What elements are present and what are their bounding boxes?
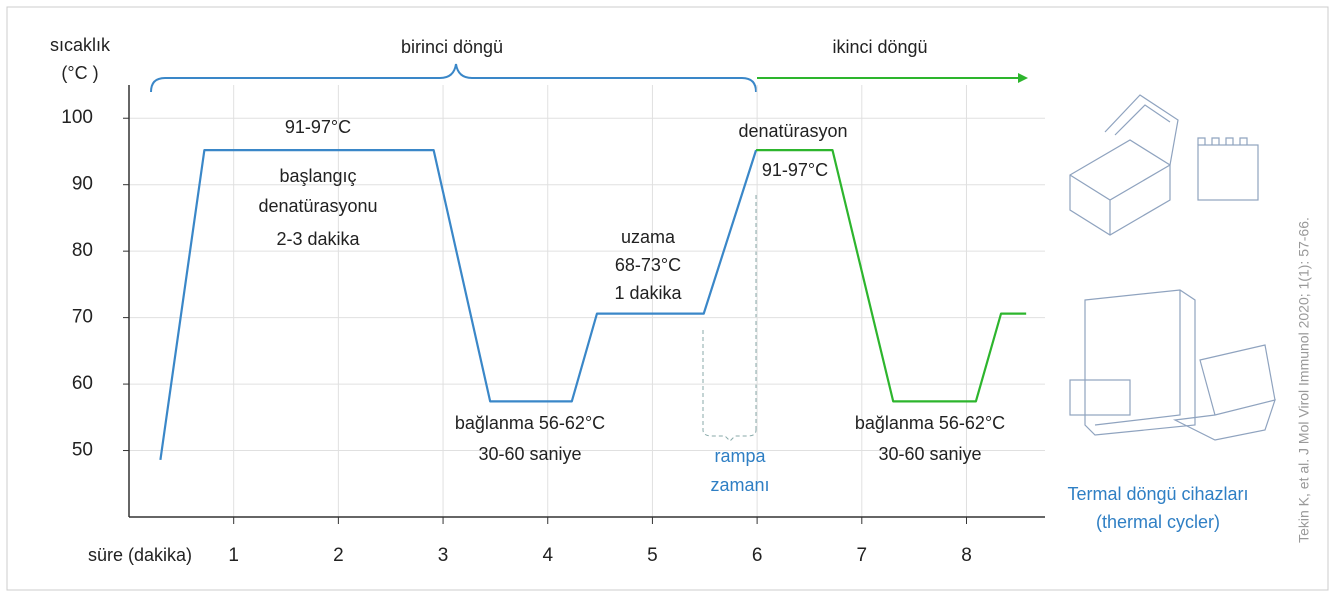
annotation: zamanı xyxy=(710,475,769,495)
annotation: 91-97°C xyxy=(762,160,828,180)
annotation: denatürasyonu xyxy=(258,196,377,216)
x-tick-label: 4 xyxy=(542,545,553,566)
annotation: 30-60 saniye xyxy=(878,444,981,464)
x-label: süre (dakika) xyxy=(88,545,192,565)
annotations: 91-97°C başlangıç denatürasyonu 2-3 daki… xyxy=(258,117,1005,495)
y-tick-label: 70 xyxy=(72,307,93,328)
y-label: sıcaklık xyxy=(50,35,111,55)
y-tick-label: 80 xyxy=(72,240,93,261)
arrow-head xyxy=(1018,73,1028,83)
x-tick-label: 2 xyxy=(333,545,344,566)
y-tick-label: 100 xyxy=(61,107,93,128)
cycle-brace xyxy=(151,64,756,92)
x-tick-label: 3 xyxy=(438,545,449,566)
x-tick-label: 5 xyxy=(647,545,658,566)
device-illustration xyxy=(1070,95,1275,440)
x-tick-label: 1 xyxy=(228,545,239,566)
annotation: bağlanma 56-62°C xyxy=(455,413,605,433)
x-tick-label: 7 xyxy=(857,545,868,566)
annotation: 68-73°C xyxy=(615,255,681,275)
cycle-label: ikinci döngü xyxy=(832,37,927,57)
annotation: 30-60 saniye xyxy=(478,444,581,464)
annotation: bağlanma 56-62°C xyxy=(855,413,1005,433)
annotation: 1 dakika xyxy=(614,283,682,303)
y-tick-label: 50 xyxy=(72,440,93,461)
citation: Tekin K, et al. J Mol Virol Immunol 2020… xyxy=(1296,217,1312,543)
annotation: rampa xyxy=(714,446,766,466)
y-tick-label: 90 xyxy=(72,174,93,195)
series-line xyxy=(756,150,1026,401)
annotation: 2-3 dakika xyxy=(276,229,360,249)
annotation: uzama xyxy=(621,227,676,247)
x-tick-label: 6 xyxy=(752,545,763,566)
y-tick-label: 60 xyxy=(72,373,93,394)
y-label: (°C ) xyxy=(61,63,98,83)
device-label: Termal döngü cihazları xyxy=(1067,484,1248,504)
x-tick-label: 8 xyxy=(961,545,972,566)
device-label: (thermal cycler) xyxy=(1096,512,1220,532)
ramp-brace xyxy=(703,330,756,441)
chart: sıcaklık (°C ) süre (dakika) birinci dön… xyxy=(0,0,1336,596)
annotation: 91-97°C xyxy=(285,117,351,137)
annotation: başlangıç xyxy=(279,166,356,186)
annotation: denatürasyon xyxy=(738,121,847,141)
cycle-label: birinci döngü xyxy=(401,37,503,57)
